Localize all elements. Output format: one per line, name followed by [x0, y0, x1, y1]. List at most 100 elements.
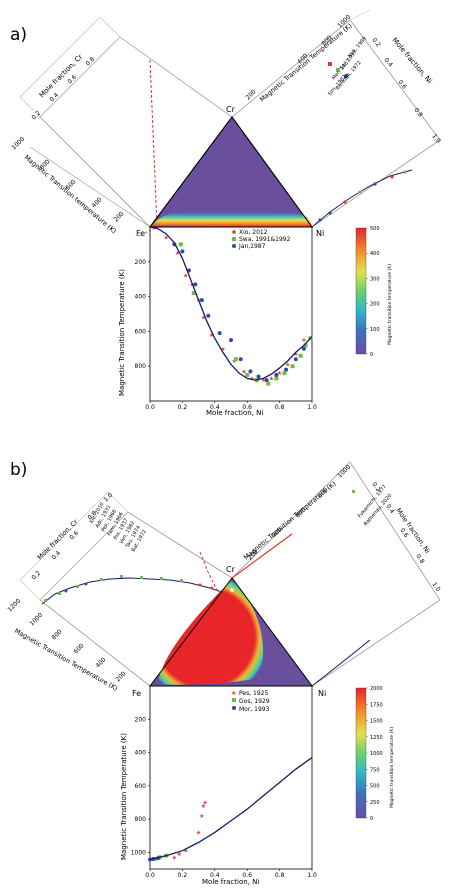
panel-b-right-curve [311, 639, 371, 687]
fit-curve [149, 757, 313, 861]
panel-a-feni-legend-2: Swa, 1991&1992 [239, 236, 291, 243]
data-point-square [274, 376, 279, 381]
data-point-star: ★ [285, 361, 290, 368]
colorbar-tick-label: 500 [370, 784, 380, 790]
data-point-circle [206, 313, 211, 318]
panel-b-left-ytick-600: 600 [72, 642, 85, 655]
colorbar-tick-label: 0 [370, 816, 373, 822]
y-tick-label: 800 [135, 363, 147, 370]
panel-a-left-xtick-3: 0.6 [66, 74, 78, 86]
data-point-star: ★ [176, 851, 181, 858]
data-point-circle [248, 369, 253, 374]
colorbar-tick-label: 300 [370, 276, 380, 282]
colorbar-tick-label: 250 [370, 800, 380, 806]
panel-a-right-xtick-5: 1.0 [430, 133, 442, 145]
panel-b-feni-legend-3: Mor, 1993 [239, 706, 270, 713]
x-tick-label: 0.0 [145, 872, 155, 879]
panel-b-left-ytick-1000: 1000 [28, 612, 44, 628]
panel-a-feni-xlabel: Mole fraction, Ni [206, 409, 263, 417]
panel-a-feni-legend-3: Jan,1987 [238, 243, 266, 250]
data-point-circle [180, 249, 185, 254]
colorbar-tick-label: 750 [370, 767, 380, 773]
panel-a-feni-ylabel: Magnetic Transition Temperature (K) [118, 269, 126, 396]
data-point-star: ★ [196, 829, 201, 836]
panel-b-left-xtick-3: 0.6 [68, 530, 80, 542]
data-point-star: ★ [301, 337, 306, 344]
panel-a-right-legend: Nak, 1989 Sai, 1937 Mer, 1937 Berezak, 1… [327, 36, 368, 97]
panel-b-vertex-right: Ni [318, 689, 326, 698]
panel-b-feni-plot: Magnetic Transition Temperature (K) Mole… [120, 685, 317, 886]
data-point-circle [264, 378, 269, 383]
colorbar-tick-label: 1500 [370, 719, 383, 725]
data-point-circle [256, 374, 261, 379]
data-point-star: ★ [201, 803, 206, 810]
colorbar-tick-label: 400 [370, 251, 380, 257]
panel-b-vertex-top: Cr [226, 565, 236, 574]
panel-b-right-xtick-5: 1.0 [430, 581, 441, 593]
data-point-circle [284, 367, 289, 372]
panel-a-ternary [149, 116, 313, 228]
panel-b-colorbar-ticks: 0 250 500 750 1000 1250 1500 1750 2000 [366, 686, 383, 822]
data-point-star: ★ [261, 377, 266, 384]
panel-a-colorbar-ticks: 0 100 200 300 400 500 [366, 226, 380, 358]
legend-marker [232, 244, 236, 248]
x-tick-label: 0.4 [210, 404, 220, 411]
data-point-circle [217, 331, 222, 336]
data-point-star: ★ [164, 234, 169, 241]
colorbar-tick-label: 100 [370, 327, 380, 333]
data-point-square [290, 364, 295, 369]
legend-marker [336, 68, 340, 72]
panel-b-feni-xlabel: Mole fraction, Ni [202, 878, 259, 886]
x-tick-label: 0.6 [242, 404, 252, 411]
y-tick-label: 200 [135, 259, 147, 266]
panel-b-right-xtick-3: 0.6 [398, 527, 409, 539]
panel-a-feni-frame [149, 226, 313, 402]
x-tick-label: 0.2 [178, 404, 188, 411]
panel-a-feni-plot: Magnetic Transition Temperature (K) Mole… [118, 226, 317, 417]
y-tick-label: 400 [135, 750, 147, 757]
panel-b-left-points [44, 575, 214, 602]
data-point-circle [301, 346, 306, 351]
x-tick-label: 1.0 [307, 872, 317, 879]
legend-marker [344, 74, 348, 78]
data-point-star: ★ [199, 813, 204, 820]
legend-marker [232, 237, 236, 241]
panel-a-colorbar-label: Magnetic transition temperature (K) [387, 264, 393, 345]
panel-a-feni-series: ★★★★★★★★★★★ ★ ★★★★★ [149, 226, 313, 386]
panel-b-feni-frame [149, 685, 313, 870]
y-tick-label: 600 [135, 328, 147, 335]
legend-marker [328, 62, 332, 66]
legend-marker [232, 706, 236, 710]
panel-a-right-curve [311, 169, 413, 228]
panel-b-right-ytick-1000: 1000 [336, 464, 352, 480]
panel-b-feni-legend: ★ Pes, 1925 Gos, 1929 Mor, 1993 [231, 690, 270, 713]
panel-a-right-points [318, 170, 407, 222]
panel-a-right-xtick-3: 0.6 [396, 79, 408, 91]
panel-b-left-ytick-400: 400 [94, 656, 107, 669]
x-tick-label: 0.0 [145, 404, 155, 411]
legend-marker [352, 490, 355, 493]
panel-a-right-xlabel: Mole fraction, Ni [390, 36, 433, 85]
colorbar-tick-label: 200 [370, 302, 380, 308]
panel-a-vertex-right: Ni [316, 229, 324, 238]
data-point-star: ★ [201, 314, 206, 321]
data-point-star: ★ [202, 799, 207, 806]
panel-a-left-ytick-400: 400 [90, 196, 103, 209]
panel-a-feni-yticks: 200 400 600 800 [135, 259, 150, 370]
data-point-circle [199, 298, 204, 303]
panel-a-left-dashed-line [149, 59, 158, 227]
data-point-circle [193, 282, 198, 287]
panel-a-left-xtick-1: 0.2 [30, 110, 42, 122]
panel-b-colorbar: 0 250 500 750 1000 1250 1500 1750 2000 Magnetic … [355, 686, 395, 822]
colorbar-tick-label: 1000 [370, 751, 383, 757]
colorbar-tick-label: 1250 [370, 735, 383, 741]
panel-a-feni-legend-1: Xio, 2012 [239, 229, 268, 236]
panel-b: b) Mole fraction, Cr 0.2 0.4 0.6 0.8 1.0… [6, 460, 441, 886]
panel-b-cr-red-line [231, 533, 293, 579]
panel-a-right-ytick-200: 200 [244, 88, 257, 101]
data-point-square [266, 381, 271, 386]
panel-a-right-xtick-4: 0.8 [412, 107, 424, 119]
data-point-star: ★ [232, 358, 237, 365]
y-tick-label: 1000 [131, 849, 146, 856]
y-tick-label: 400 [135, 294, 147, 301]
